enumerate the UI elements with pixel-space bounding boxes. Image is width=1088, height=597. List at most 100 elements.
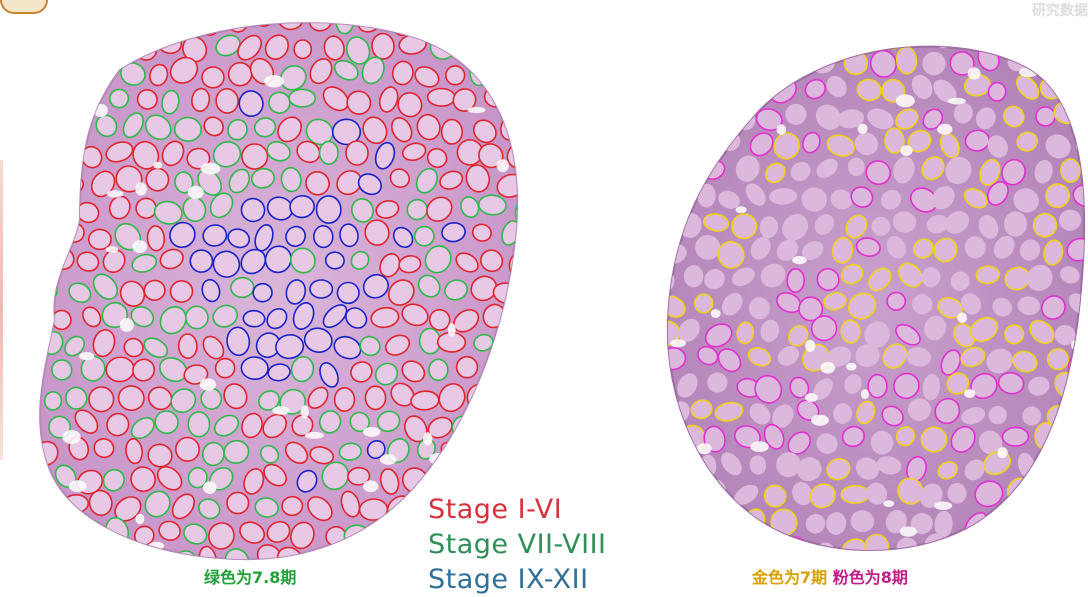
tubule-cross-section — [667, 347, 687, 371]
tubule-cross-section — [1053, 100, 1083, 125]
tubule-cross-section — [776, 239, 799, 261]
tubule-cross-section — [252, 282, 273, 303]
tubule-cross-section — [464, 23, 491, 32]
tubule-cross-section — [237, 34, 262, 61]
tubule-cross-section — [174, 171, 194, 194]
tubule-cross-section — [214, 357, 236, 379]
tubule-cross-section — [223, 439, 250, 464]
tubule-cross-section — [94, 547, 116, 560]
interstitial-gap — [1071, 339, 1084, 351]
interstitial-gap — [895, 94, 915, 108]
stage-legend: Stage I-VI Stage VII-VIII Stage IX-XII — [428, 492, 607, 597]
tubule-cross-section — [1068, 293, 1085, 315]
tubule-cross-section — [964, 236, 986, 259]
tubule-cross-section — [501, 23, 518, 29]
tubule-cross-section — [692, 507, 715, 531]
tubule-cross-section — [1072, 451, 1085, 476]
tubule-cross-section — [986, 181, 1009, 206]
tubule-cross-section — [921, 156, 945, 181]
tubule-cross-section — [802, 241, 824, 260]
tubule-cross-section — [805, 513, 826, 534]
tubule-cross-section — [893, 156, 915, 184]
tubule-cross-section — [784, 54, 807, 78]
tubule-cross-section — [786, 268, 806, 293]
tubule-cross-section — [940, 349, 962, 376]
tubule-cross-section — [289, 194, 315, 219]
tubule-cross-section — [250, 167, 276, 189]
tubule-cross-section — [278, 23, 304, 31]
tubule-cross-section — [293, 39, 313, 60]
tubule-cross-section — [961, 293, 982, 315]
tubule-cross-section — [514, 200, 518, 225]
tubule-cross-section — [414, 66, 440, 88]
tubule-cross-section — [847, 292, 877, 320]
interstitial-gap — [964, 389, 976, 398]
tubule-cross-section — [350, 250, 370, 270]
tubule-cross-section — [895, 426, 916, 447]
tubule-cross-section — [1029, 319, 1055, 345]
tubule-cross-section — [284, 441, 309, 464]
tubule-cross-section — [82, 306, 102, 328]
tubule-cross-section — [892, 211, 917, 233]
tubule-cross-section — [749, 132, 774, 157]
tubule-cross-section — [240, 197, 266, 223]
tubule-cross-section — [169, 280, 194, 303]
tubule-cross-section — [782, 214, 809, 241]
tubule-cross-section — [919, 483, 943, 508]
tubule-cross-section — [340, 490, 361, 518]
tubule-cross-section — [961, 407, 986, 425]
tubule-cross-section — [177, 333, 198, 359]
tubule-cross-section — [357, 173, 383, 196]
tubule-cross-section — [885, 509, 907, 534]
tubule-cross-section — [201, 66, 225, 89]
tubule-cross-section — [1026, 533, 1053, 551]
tubule-cross-section — [130, 466, 156, 493]
tubule-cross-section — [773, 132, 800, 160]
tubule-cross-section — [1045, 134, 1071, 159]
tubule-cross-section — [979, 158, 1001, 186]
tubule-cross-section — [375, 200, 400, 219]
interstitial-gap — [106, 190, 124, 198]
tubule-cross-section — [240, 356, 269, 381]
tubule-cross-section — [763, 423, 785, 450]
tubule-cross-section — [693, 78, 721, 101]
tubule-cross-section — [364, 385, 387, 411]
interstitial-gap — [857, 123, 868, 134]
tubule-cross-section — [1000, 535, 1026, 551]
tubule-cross-section — [721, 292, 743, 316]
tubule-cross-section — [922, 373, 941, 401]
tubule-cross-section — [933, 79, 957, 103]
tubule-cross-section — [485, 416, 509, 440]
tubule-cross-section — [51, 359, 73, 381]
interstitial-gap — [820, 362, 836, 374]
tubule-cross-section — [212, 141, 242, 168]
tubule-cross-section — [439, 170, 464, 190]
tubule-cross-section — [40, 543, 59, 560]
tubule-cross-section — [1035, 50, 1056, 72]
interstitial-gap — [805, 339, 816, 352]
tubule-cross-section — [763, 484, 787, 508]
tubule-cross-section — [814, 214, 835, 235]
tubule-cross-section — [159, 306, 187, 335]
tubule-cross-section — [243, 468, 265, 495]
tubule-cross-section — [869, 49, 897, 78]
tubule-cross-section — [40, 499, 57, 519]
tubule-cross-section — [667, 295, 686, 318]
tubule-cross-section — [292, 302, 315, 330]
tubule-cross-section — [754, 374, 783, 404]
tubule-cross-section — [840, 263, 864, 285]
tubule-cross-section — [122, 545, 146, 560]
tubule-cross-section — [238, 90, 264, 117]
tubule-cross-section — [174, 436, 201, 462]
tubule-cross-section — [830, 189, 853, 210]
interstitial-gap — [272, 406, 290, 415]
tubule-cross-section — [505, 300, 518, 329]
tubule-cross-section — [511, 358, 518, 386]
tubule-cross-section — [401, 360, 426, 383]
tubule-cross-section — [76, 251, 100, 272]
tubule-cross-section — [318, 410, 342, 434]
tubule-cross-section — [104, 34, 126, 58]
tubule-cross-section — [173, 23, 196, 33]
tubule-cross-section — [514, 412, 518, 440]
tubule-cross-section — [153, 200, 183, 225]
